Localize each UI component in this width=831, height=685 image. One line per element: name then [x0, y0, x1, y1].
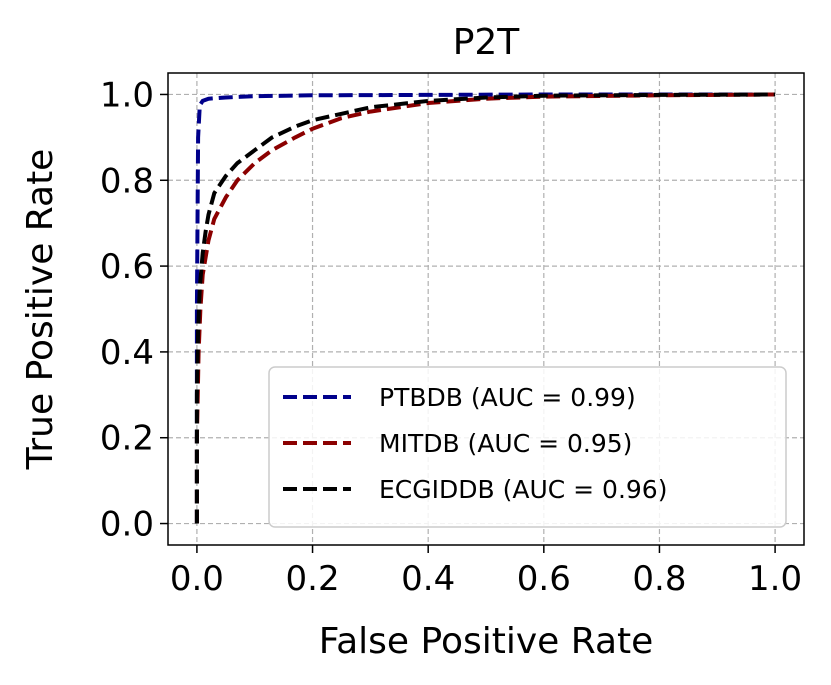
- x-axis-label: False Positive Rate: [319, 621, 654, 662]
- y-axis-ticks: 0.0 0.2 0.4 0.6 0.8 1.0: [100, 75, 168, 545]
- x-tick-label: 0.6: [517, 559, 571, 599]
- chart-title: P2T: [453, 22, 521, 63]
- y-tick-label: 1.0: [100, 75, 154, 115]
- series-line-3: [194, 92, 776, 524]
- x-tick-label: 0.8: [632, 559, 686, 599]
- legend-frame: [268, 366, 787, 528]
- y-tick-label: 0.6: [100, 247, 154, 287]
- legend-label-3: ECGIDDB (AUC = 0.96): [379, 475, 667, 504]
- y-tick-label: 0.2: [100, 419, 154, 459]
- x-tick-label: 0.0: [170, 559, 224, 599]
- x-tick-label: 0.4: [401, 559, 455, 599]
- legend-label-1: PTBDB (AUC = 0.99): [379, 383, 636, 412]
- y-tick-label: 0.0: [100, 505, 154, 545]
- x-tick-label: 0.2: [286, 559, 340, 599]
- series-layer: [194, 92, 776, 524]
- plot-frame: [167, 72, 805, 546]
- y-axis-label: True Positive Rate: [20, 149, 61, 471]
- series-line-1: [194, 92, 776, 524]
- y-tick-label: 0.4: [100, 333, 154, 373]
- x-tick-label: 1.0: [748, 559, 802, 599]
- legend: PTBDB (AUC = 0.99) MITDB (AUC = 0.95) ECGI…: [268, 366, 787, 528]
- y-tick-label: 0.8: [100, 161, 154, 201]
- x-axis-ticks: 0.0 0.2 0.4 0.6 0.8 1.0: [170, 545, 802, 599]
- legend-label-2: MITDB (AUC = 0.95): [379, 429, 632, 458]
